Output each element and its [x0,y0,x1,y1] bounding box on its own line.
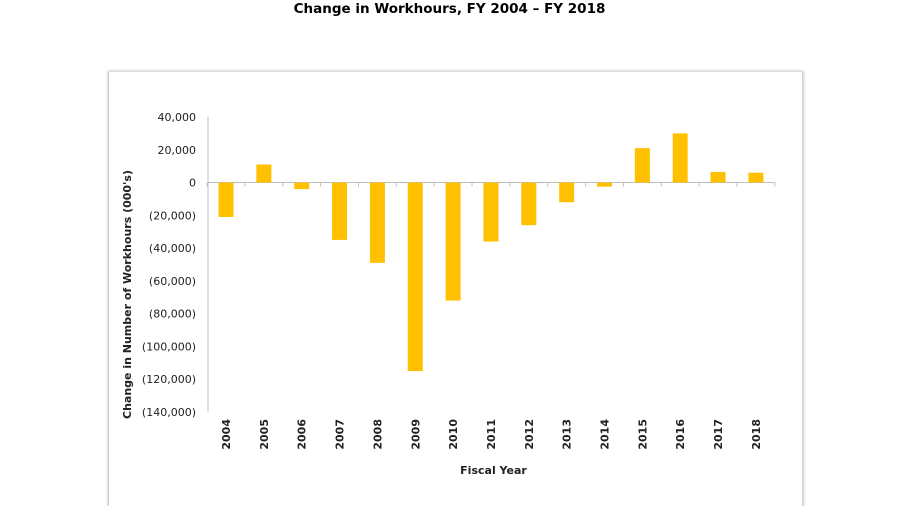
x-tick-labels: 2004 2005 2006 2007 2008 2009 2010 2011 2012 2013… [220,419,763,450]
x-tick-label: 2017 [712,419,725,450]
y-tick-label: 0 [189,177,196,190]
y-tick-label: (40,000) [149,242,196,255]
bar-2013 [559,182,575,203]
page-title: Change in Workhours, FY 2004 – FY 2018 [293,1,606,17]
x-tick-label: 2018 [750,419,763,450]
x-tick-label: 2012 [523,419,536,450]
x-tick-label: 2007 [334,419,347,450]
bar-2008 [369,182,385,263]
x-tick-label: 2009 [409,419,422,450]
bar-2017 [710,171,726,183]
bar-2005 [256,164,272,183]
y-axis-title: Change in Number of Workhours (000's) [121,170,134,419]
y-tick-label: (100,000) [142,340,196,353]
bar-2015 [634,148,650,183]
bar-2012 [521,182,537,226]
y-tick-label: (80,000) [149,308,196,321]
bar-2010 [445,182,461,301]
y-tick-labels: 40,000 20,000 0 (20,000) (40,000) (60,000) (80… [142,111,196,419]
y-tick-label: (20,000) [149,209,196,222]
y-tick-label: 40,000 [158,111,197,124]
bar-2006 [294,182,310,190]
bar-2011 [483,182,499,242]
bar-chart: 40,000 20,000 0 (20,000) (40,000) (60,000) (80… [121,111,776,477]
x-tick-label: 2014 [599,419,612,450]
x-tick-label: 2005 [258,419,271,450]
x-tick-label: 2010 [447,419,460,450]
y-tick-label: (140,000) [142,406,196,419]
bars [218,133,764,372]
bar-2007 [332,182,348,240]
y-tick-label: (60,000) [149,275,196,288]
bar-2014 [597,182,612,187]
x-tick-label: 2013 [561,419,574,450]
bar-2016 [672,133,688,183]
y-tick-label: (120,000) [142,373,196,386]
x-tick-label: 2015 [636,419,649,450]
bar-2004 [218,182,234,217]
bar-2009 [407,182,423,372]
x-tick-label: 2008 [371,419,384,450]
x-tick-label: 2004 [220,419,233,450]
x-tick-label: 2011 [485,419,498,450]
y-tick-label: 20,000 [158,144,197,157]
x-tick-label: 2006 [296,419,309,450]
x-axis-title: Fiscal Year [460,464,527,477]
bar-2018 [748,172,764,183]
x-tick-label: 2016 [674,419,687,450]
chart-frame: 40,000 20,000 0 (20,000) (40,000) (60,000) (80… [108,71,803,506]
